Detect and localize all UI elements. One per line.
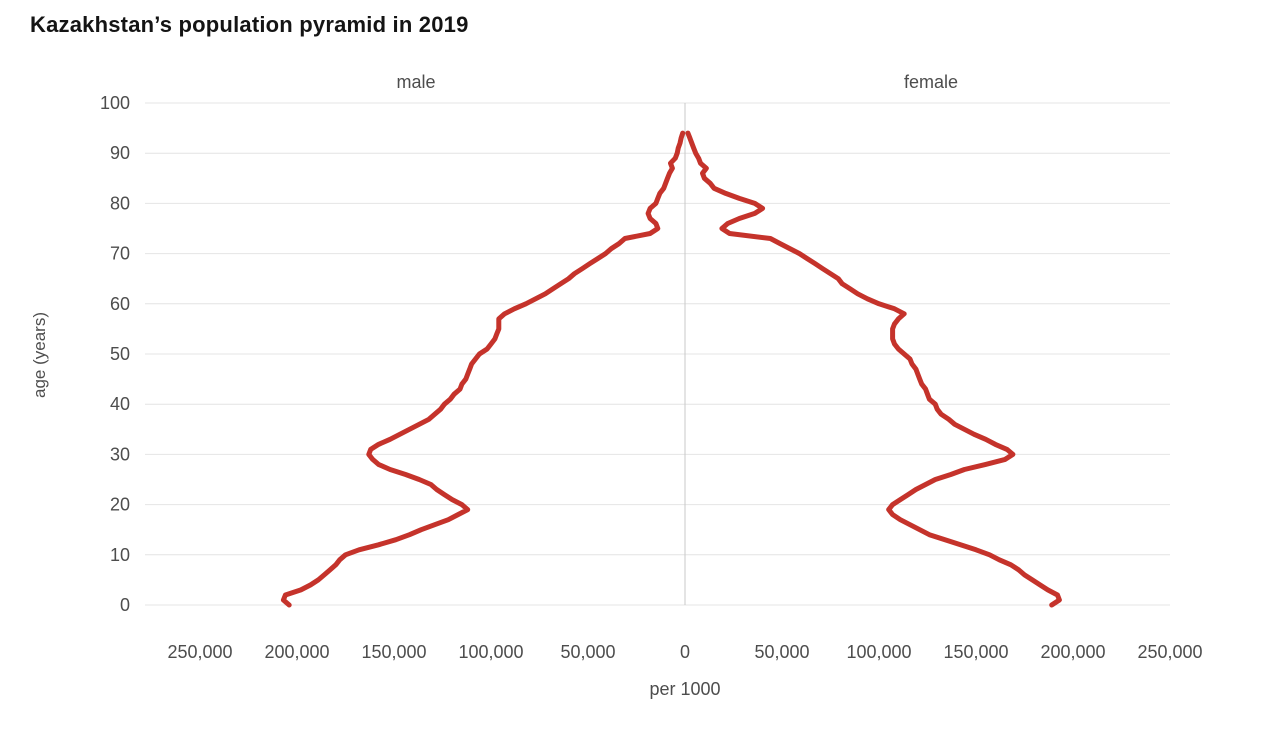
female-series-line [685,130,1062,608]
y-tick-label: 70 [110,244,130,264]
x-tick-label: 250,000 [1137,642,1202,662]
female-column-header: female [903,72,959,92]
x-tick-label: 200,000 [264,642,329,662]
y-tick-label: 80 [110,193,130,213]
x-tick-label: 100,000 [846,642,911,662]
y-tick-label: 50 [110,344,130,364]
x-tick-label: 150,000 [943,642,1008,662]
x-tick-label: 200,000 [1040,642,1105,662]
chart-title: Kazakhstan’s population pyramid in 2019 [30,12,469,37]
y-tick-label: 30 [110,444,130,464]
x-tick-label: 50,000 [754,642,809,662]
x-axis-title: per 1000 [649,679,721,699]
y-tick-label: 20 [110,495,130,515]
male-series-line [280,130,686,608]
y-tick-label: 100 [100,93,130,113]
x-tick-label: 150,000 [361,642,426,662]
y-tick-label: 60 [110,294,130,314]
y-tick-label: 90 [110,143,130,163]
x-tick-label: 0 [680,642,690,662]
y-tick-label: 40 [110,394,130,414]
x-tick-label: 100,000 [458,642,523,662]
y-tick-label: 10 [110,545,130,565]
x-tick-label: 250,000 [167,642,232,662]
x-tick-label: 50,000 [560,642,615,662]
y-tick-label: 0 [120,595,130,615]
male-column-header: male [396,72,436,92]
